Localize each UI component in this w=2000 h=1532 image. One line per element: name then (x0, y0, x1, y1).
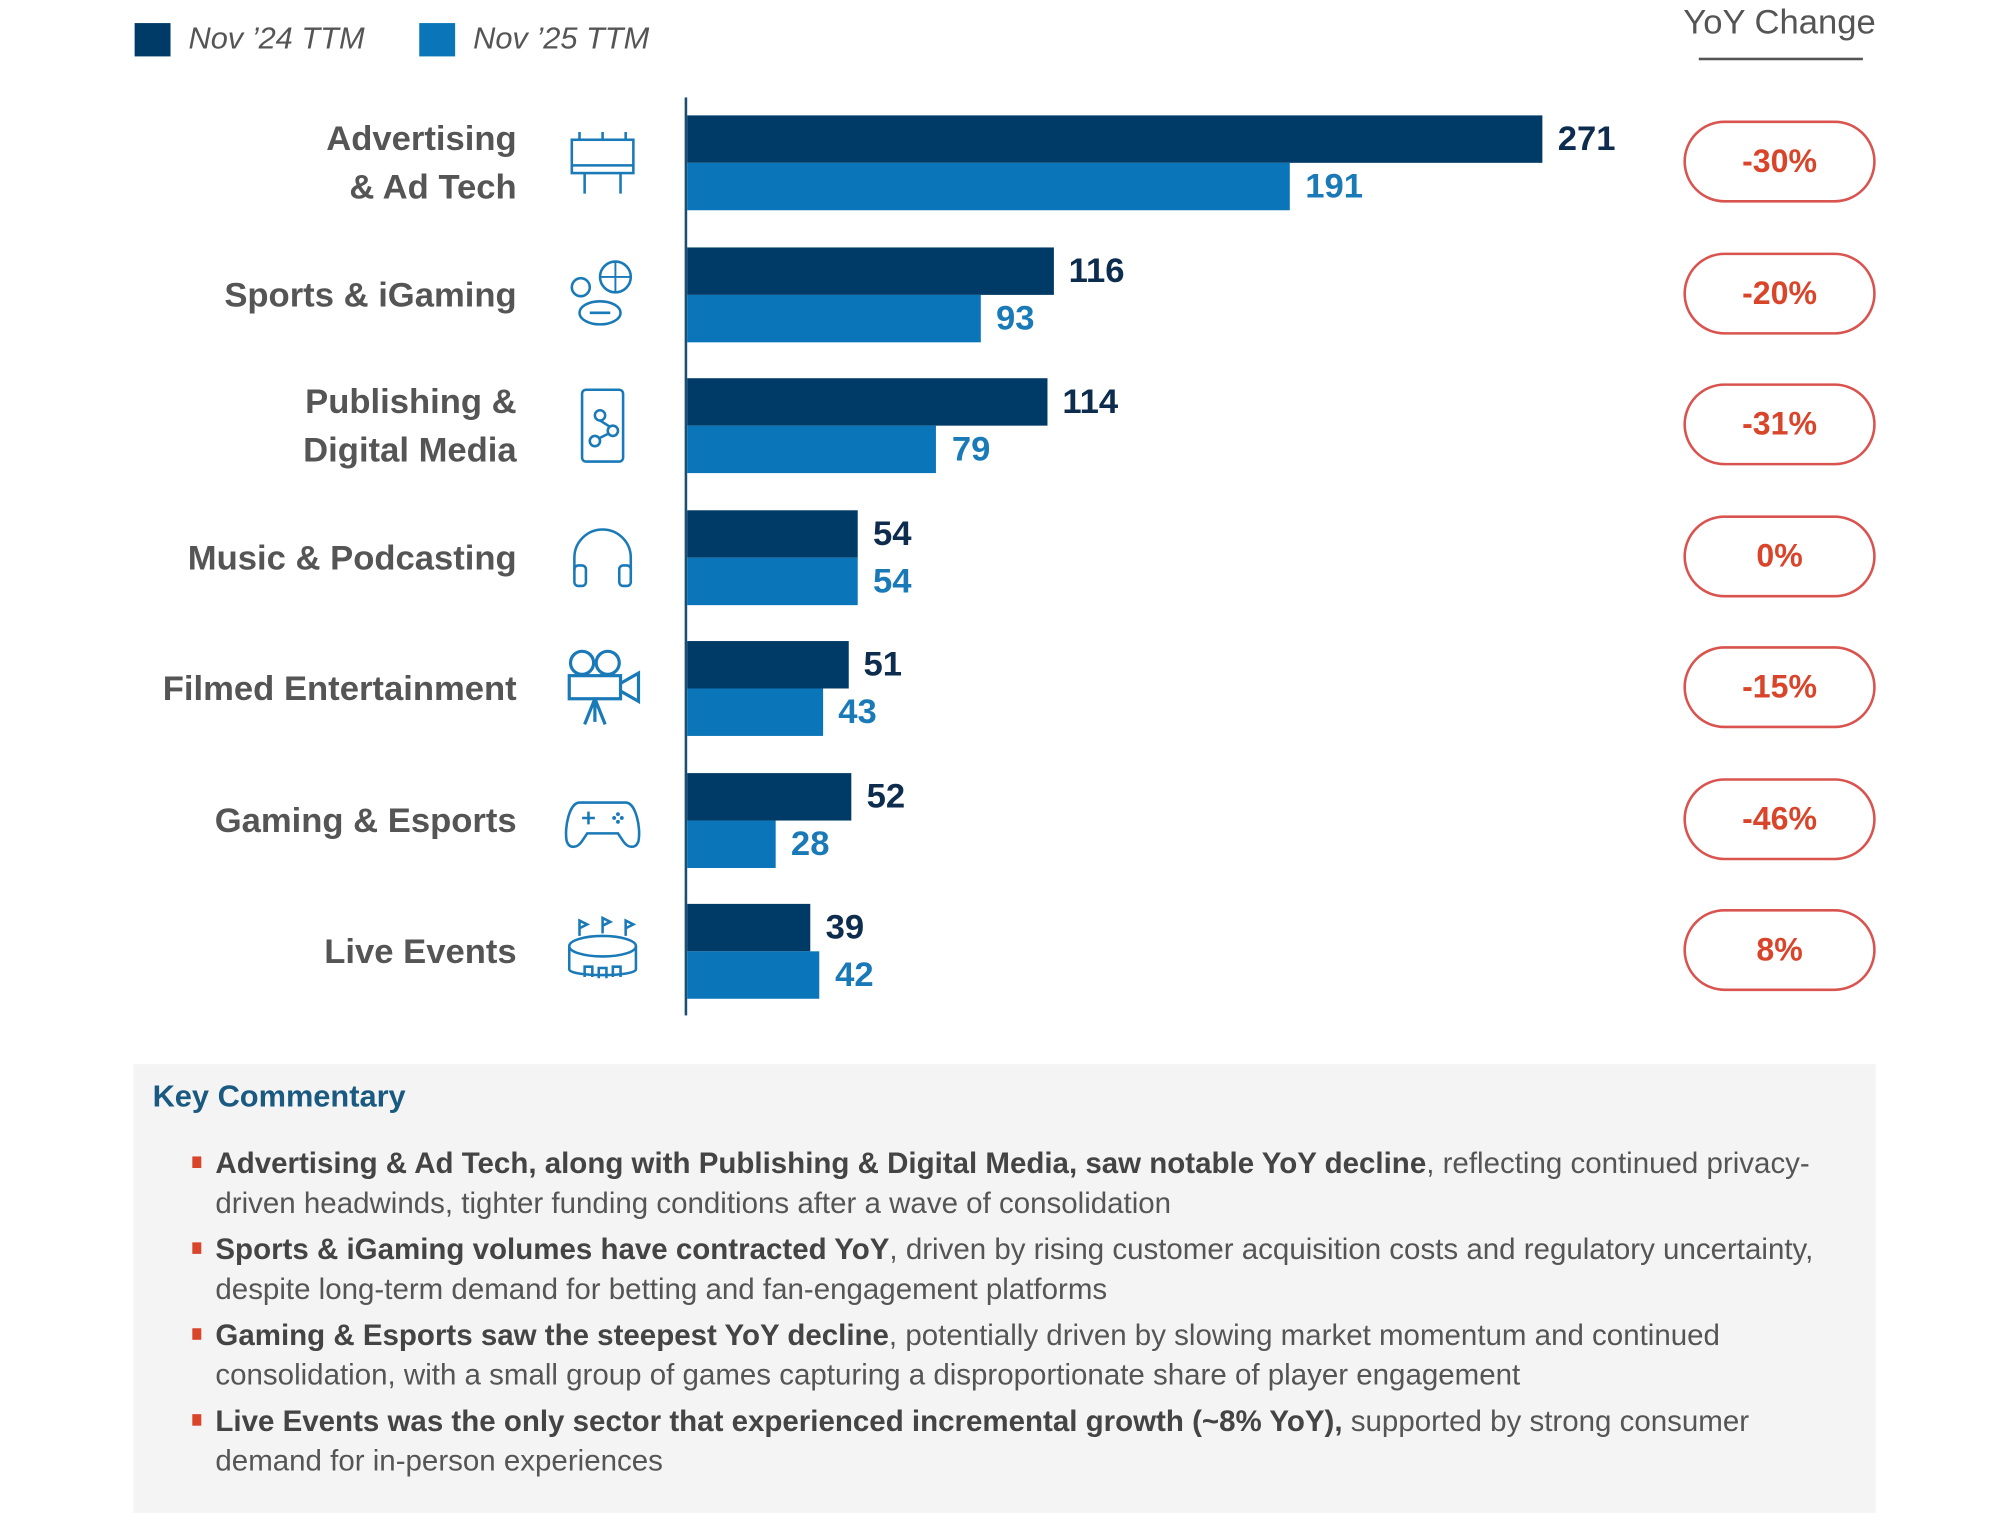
category-label-line: Music & Podcasting (187, 537, 517, 577)
commentary-bullet: Advertising & Ad Tech, along with Publis… (192, 1144, 1818, 1223)
bar-nov-25 (687, 819, 776, 868)
value-label-nov-24: 271 (1557, 119, 1616, 158)
value-label-nov-24: 51 (863, 644, 903, 684)
bar-nov-24 (687, 641, 849, 689)
category-label: Publishing & Digital Media (303, 377, 517, 474)
bullet-bold-text: Live Events was the only sector that exp… (215, 1403, 1343, 1438)
value-label-nov-24: 114 (1062, 382, 1119, 421)
yoy-change-badge: 8% (1683, 909, 1876, 992)
bullet-text: supported by strong consumer demand for … (215, 1403, 1750, 1477)
value-label-nov-24: 52 (866, 776, 906, 815)
bullet-marker-icon (192, 1242, 202, 1254)
bar-nov-24 (687, 246, 1054, 295)
legend-label-nov-25: Nov ’25 TTM (473, 21, 650, 57)
bar-nov-24 (687, 378, 1047, 426)
value-label-nov-25: 54 (872, 560, 912, 600)
commentary-bullet: Gaming & Esports saw the steepest YoY de… (192, 1315, 1818, 1394)
bullet-text: , potentially driven by slowing market m… (215, 1317, 1720, 1392)
value-label-nov-25: 79 (951, 429, 991, 468)
bullet-bold-text: Advertising & Ad Tech, along with Publis… (215, 1146, 1427, 1180)
value-label-nov-25: 42 (835, 955, 874, 994)
bullet-bold-text: Sports & iGaming volumes have contracted… (215, 1232, 890, 1266)
legend-swatch-nov-24 (134, 23, 171, 57)
yoy-change-badge: 0% (1683, 514, 1876, 597)
category-label: Sports & iGaming (224, 270, 516, 319)
category-label: Live Events (324, 927, 516, 976)
category-label-line: Gaming & Esports (214, 800, 517, 840)
category-label-line: Digital Media (303, 430, 517, 470)
category-label: Gaming & Esports (215, 796, 517, 845)
value-label-nov-25: 93 (996, 298, 1035, 337)
value-label-nov-25: 191 (1305, 166, 1364, 206)
category-label: Advertising & Ad Tech (326, 114, 516, 211)
commentary-bullet: Live Events was the only sector that exp… (192, 1401, 1818, 1480)
bar-nov-25 (687, 425, 937, 474)
bullet-text: , reflecting continued privacy-driven he… (215, 1146, 1810, 1220)
category-label-line: Advertising (326, 119, 517, 158)
bar-nov-25 (687, 557, 858, 605)
bar-nov-24 (687, 903, 811, 952)
bullet-marker-icon (192, 1414, 202, 1426)
film-camera-icon (562, 647, 644, 729)
value-label-nov-24: 54 (872, 513, 912, 552)
sports-balls-icon (562, 253, 644, 335)
key-commentary-box: Key Commentary Advertising & Ad Tech, al… (133, 1064, 1876, 1513)
category-label-line: Live Events (324, 932, 517, 971)
billboard-icon (562, 122, 644, 204)
value-label-nov-24: 39 (825, 907, 865, 947)
game-controller-icon (562, 779, 644, 861)
bar-nov-24 (687, 772, 852, 820)
value-label-nov-25: 43 (838, 692, 877, 731)
bar-nov-25 (687, 688, 823, 736)
value-label-nov-25: 28 (790, 823, 830, 863)
smartphone-network-icon (562, 385, 644, 467)
commentary-title: Key Commentary (152, 1079, 406, 1115)
bar-nov-25 (687, 294, 981, 342)
category-label-line: Publishing & (305, 382, 517, 421)
category-label: Filmed Entertainment (163, 664, 517, 713)
category-label-line: Filmed Entertainment (162, 669, 517, 708)
yoy-change-badge: -15% (1683, 646, 1876, 729)
yoy-header-underline (1698, 57, 1863, 61)
yoy-change-badge: -30% (1683, 120, 1876, 203)
category-label-line: & Ad Tech (349, 167, 517, 207)
headphones-icon (562, 516, 644, 598)
bar-nov-24 (687, 115, 1543, 163)
bullet-marker-icon (192, 1328, 202, 1340)
value-label-nov-24: 116 (1068, 250, 1125, 290)
bullet-bold-text: Gaming & Esports saw the steepest YoY de… (215, 1317, 889, 1352)
legend-label-nov-24: Nov ’24 TTM (188, 21, 365, 57)
bullet-text: , driven by rising customer acquisition … (215, 1232, 1814, 1306)
yoy-change-badge: -20% (1683, 251, 1876, 334)
yoy-change-header: YoY Change (1683, 2, 1876, 42)
yoy-change-badge: -46% (1683, 777, 1876, 860)
category-label: Music & Podcasting (188, 533, 517, 582)
stadium-icon (562, 910, 644, 992)
bar-nov-24 (687, 509, 858, 558)
yoy-change-badge: -31% (1683, 383, 1876, 466)
bar-nov-25 (687, 951, 820, 999)
legend-swatch-nov-25 (419, 23, 456, 57)
category-label-line: Sports & iGaming (224, 275, 517, 314)
bullet-marker-icon (192, 1156, 202, 1168)
bar-nov-25 (687, 162, 1290, 211)
y-axis-line (684, 97, 688, 1016)
commentary-bullet: Sports & iGaming volumes have contracted… (192, 1230, 1818, 1309)
